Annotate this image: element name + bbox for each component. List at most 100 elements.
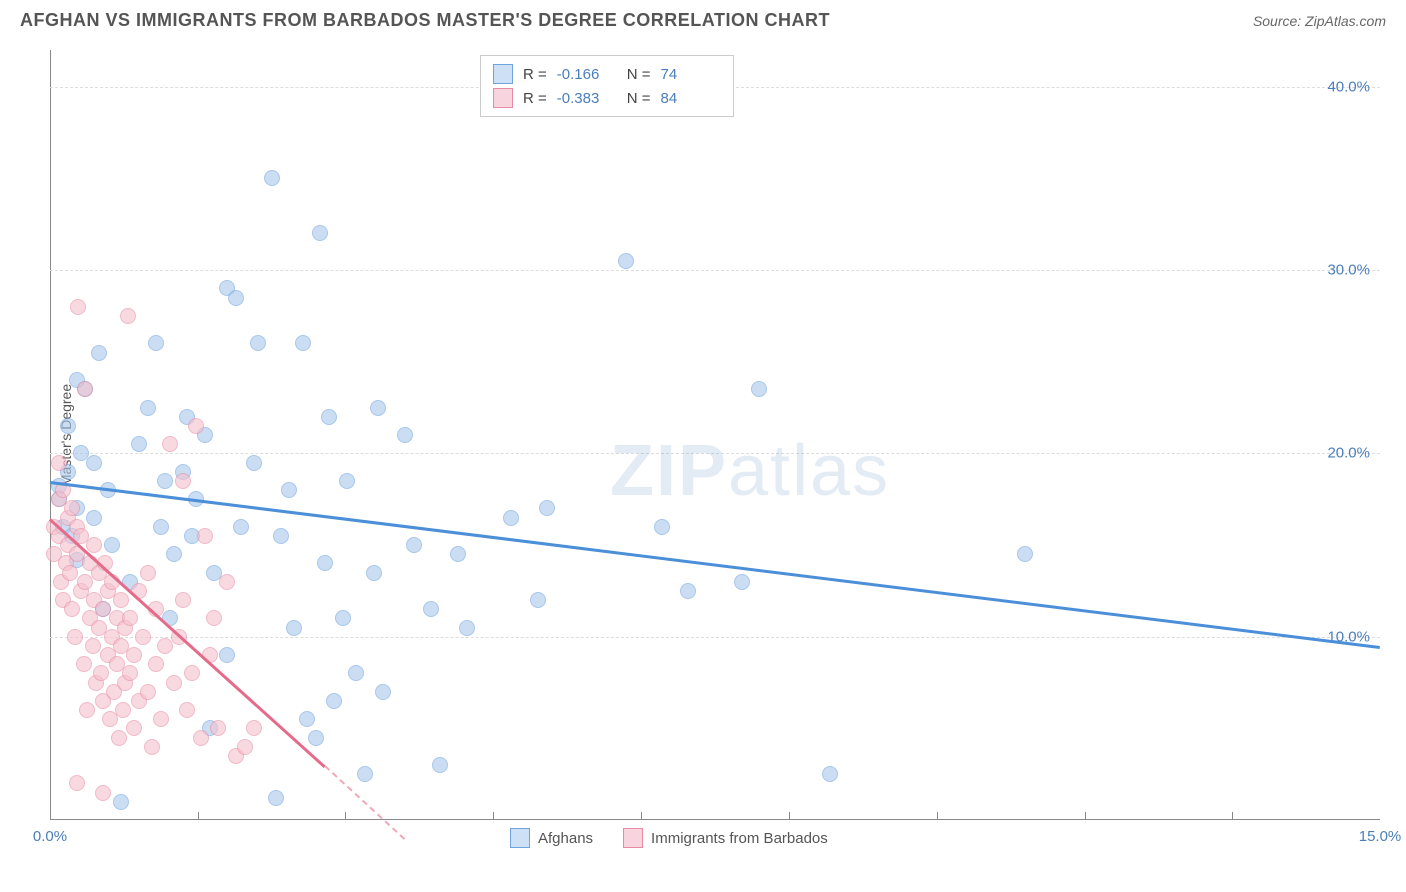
data-point xyxy=(210,720,226,736)
n-value-1: 74 xyxy=(661,66,721,83)
legend-item-2: Immigrants from Barbados xyxy=(623,828,828,848)
data-point xyxy=(246,720,262,736)
x-tick-label: 0.0% xyxy=(33,828,67,845)
data-point xyxy=(459,620,475,636)
data-point xyxy=(654,519,670,535)
swatch-blue-icon xyxy=(493,64,513,84)
n-label: N = xyxy=(627,66,651,83)
stat-row-series1: R = -0.166 N = 74 xyxy=(493,62,721,86)
data-point xyxy=(406,537,422,553)
data-point xyxy=(295,335,311,351)
data-point xyxy=(219,647,235,663)
data-point xyxy=(618,253,634,269)
correlation-stats-box: R = -0.166 N = 74 R = -0.383 N = 84 xyxy=(480,55,734,117)
data-point xyxy=(120,308,136,324)
data-point xyxy=(321,409,337,425)
data-point xyxy=(86,537,102,553)
data-point xyxy=(397,427,413,443)
x-tick xyxy=(1085,812,1086,820)
data-point xyxy=(530,592,546,608)
data-point xyxy=(60,418,76,434)
data-point xyxy=(115,702,131,718)
r-label: R = xyxy=(523,90,547,107)
data-point xyxy=(312,225,328,241)
data-point xyxy=(69,775,85,791)
data-point xyxy=(250,335,266,351)
swatch-pink-icon xyxy=(623,828,643,848)
x-tick xyxy=(345,812,346,820)
data-point xyxy=(153,519,169,535)
n-label: N = xyxy=(627,90,651,107)
data-point xyxy=(51,455,67,471)
legend-item-1: Afghans xyxy=(510,828,593,848)
data-point xyxy=(144,739,160,755)
data-point xyxy=(339,473,355,489)
source-attribution: Source: ZipAtlas.com xyxy=(1253,13,1386,29)
data-point xyxy=(157,473,173,489)
data-point xyxy=(246,455,262,471)
data-point xyxy=(299,711,315,727)
legend-label-1: Afghans xyxy=(538,830,593,847)
data-point xyxy=(166,546,182,562)
gridline xyxy=(50,453,1380,454)
data-point xyxy=(179,702,195,718)
data-point xyxy=(357,766,373,782)
data-point xyxy=(131,436,147,452)
data-point xyxy=(206,610,222,626)
data-point xyxy=(286,620,302,636)
data-point xyxy=(366,565,382,581)
x-tick xyxy=(198,812,199,820)
data-point xyxy=(188,418,204,434)
data-point xyxy=(335,610,351,626)
data-point xyxy=(70,299,86,315)
data-point xyxy=(228,290,244,306)
data-point xyxy=(122,610,138,626)
data-point xyxy=(326,693,342,709)
data-point xyxy=(268,790,284,806)
swatch-blue-icon xyxy=(510,828,530,848)
data-point xyxy=(1017,546,1033,562)
data-point xyxy=(503,510,519,526)
data-point xyxy=(95,785,111,801)
data-point xyxy=(193,730,209,746)
x-tick xyxy=(1232,812,1233,820)
data-point xyxy=(273,528,289,544)
data-point xyxy=(450,546,466,562)
data-point xyxy=(77,381,93,397)
data-point xyxy=(370,400,386,416)
plot-region: 10.0%20.0%30.0%40.0%0.0%15.0% xyxy=(50,50,1380,820)
data-point xyxy=(308,730,324,746)
data-point xyxy=(153,711,169,727)
gridline xyxy=(50,637,1380,638)
data-point xyxy=(148,335,164,351)
swatch-pink-icon xyxy=(493,88,513,108)
header: AFGHAN VS IMMIGRANTS FROM BARBADOS MASTE… xyxy=(0,0,1406,31)
data-point xyxy=(375,684,391,700)
y-tick-label: 30.0% xyxy=(1327,262,1370,279)
data-point xyxy=(140,684,156,700)
chart-area: Master's Degree 10.0%20.0%30.0%40.0%0.0%… xyxy=(50,50,1380,820)
data-point xyxy=(348,665,364,681)
data-point xyxy=(680,583,696,599)
data-point xyxy=(264,170,280,186)
data-point xyxy=(175,592,191,608)
data-point xyxy=(135,629,151,645)
data-point xyxy=(86,455,102,471)
x-tick xyxy=(493,812,494,820)
bottom-legend: Afghans Immigrants from Barbados xyxy=(510,828,828,848)
data-point xyxy=(62,565,78,581)
data-point xyxy=(140,565,156,581)
data-point xyxy=(162,436,178,452)
data-point xyxy=(281,482,297,498)
data-point xyxy=(539,500,555,516)
chart-title: AFGHAN VS IMMIGRANTS FROM BARBADOS MASTE… xyxy=(20,10,830,31)
n-value-2: 84 xyxy=(661,90,721,107)
data-point xyxy=(113,794,129,810)
y-tick-label: 20.0% xyxy=(1327,445,1370,462)
data-point xyxy=(79,702,95,718)
data-point xyxy=(140,400,156,416)
data-point xyxy=(126,647,142,663)
data-point xyxy=(86,510,102,526)
x-tick-label: 15.0% xyxy=(1359,828,1402,845)
data-point xyxy=(734,574,750,590)
